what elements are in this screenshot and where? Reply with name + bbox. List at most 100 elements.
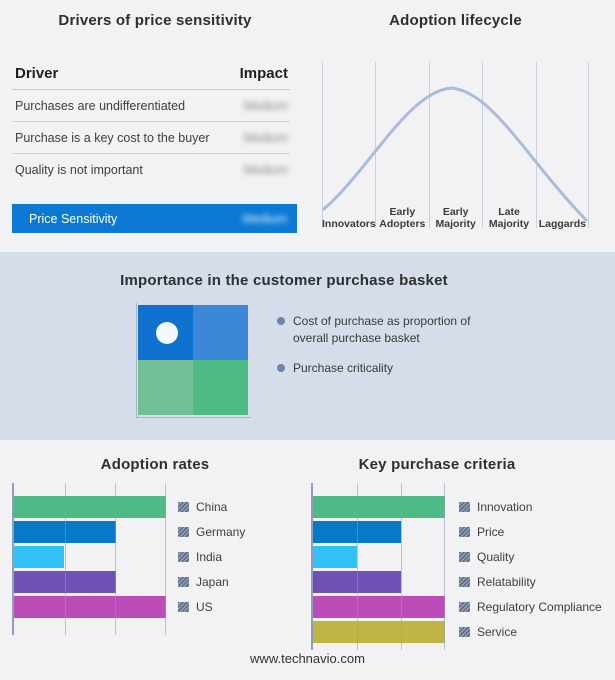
gridline <box>115 483 117 635</box>
impact-cell-blurred: Medium <box>243 163 288 177</box>
bar <box>313 596 445 618</box>
legend-label: Relatability <box>477 575 536 589</box>
hatched-swatch-icon <box>178 577 189 587</box>
hatched-swatch-icon <box>459 577 470 587</box>
drivers-table-body: Purchases are undifferentiated Medium Pu… <box>12 90 290 186</box>
stage-label: Innovators <box>322 217 376 230</box>
hatched-swatch-icon <box>459 552 470 562</box>
bullet-text: Cost of purchase as proportion of overal… <box>293 314 471 345</box>
driver-column-header: Driver <box>15 65 59 82</box>
hatched-swatch-icon <box>178 602 189 612</box>
driver-cell: Purchase is a key cost to the buyer <box>15 130 210 145</box>
quadrant-bottom-right <box>193 360 248 415</box>
adoption-rates-legend: China Germany India Japan US <box>178 496 245 621</box>
table-row: Purchase is a key cost to the buyer Medi… <box>12 122 290 154</box>
gridline <box>444 483 445 650</box>
legend-item: Price <box>459 521 602 543</box>
legend-label: Service <box>477 625 518 639</box>
lifecycle-plot <box>322 62 589 228</box>
legend-item: Japan <box>178 571 245 593</box>
basket-panel-title: Importance in the customer purchase bask… <box>120 272 448 289</box>
price-sensitivity-highlight-row: Price Sensitivity Medium <box>12 204 297 233</box>
table-row: Quality is not important Medium <box>12 154 290 186</box>
legend-label: India <box>196 550 223 564</box>
driver-cell: Quality is not important <box>15 163 143 177</box>
legend-item: China <box>178 496 245 518</box>
quadrant-axis <box>136 303 251 418</box>
adoption-rates-bars <box>14 496 166 621</box>
legend-label: Germany <box>196 525 246 539</box>
legend-label: Regulatory Compliance <box>477 600 602 614</box>
stage-label: Early Majority <box>435 205 476 230</box>
legend-item: Service <box>459 621 602 643</box>
gridline <box>64 483 66 635</box>
quadrant-top-right <box>193 305 248 360</box>
bar <box>313 496 445 518</box>
legend-item: Germany <box>178 521 245 543</box>
bar <box>313 621 445 643</box>
adoption-rates-plot <box>12 483 166 635</box>
legend-item: Innovation <box>459 496 602 518</box>
bullet-item: Cost of purchase as proportion of overal… <box>277 313 507 347</box>
hatched-swatch-icon <box>178 527 189 537</box>
legend-item: Relatability <box>459 571 602 593</box>
highlight-row-label: Price Sensitivity <box>29 211 118 226</box>
position-marker-dot <box>156 322 178 344</box>
bell-curve <box>322 86 588 222</box>
website-url: www.technavio.com <box>250 651 365 666</box>
bar <box>14 496 166 518</box>
hatched-swatch-icon <box>459 602 470 612</box>
bullet-icon <box>277 317 285 325</box>
bar <box>14 546 65 568</box>
purchase-basket-band <box>0 252 615 440</box>
hatched-swatch-icon <box>178 552 189 562</box>
lifecycle-stage-labels: Innovators Early Adopters Early Majority… <box>322 202 589 230</box>
bar <box>14 596 166 618</box>
key-purchase-criteria-title: Key purchase criteria <box>358 456 516 473</box>
key-purchase-criteria-plot <box>311 483 445 650</box>
legend-label: Japan <box>196 575 229 589</box>
legend-label: China <box>196 500 228 514</box>
adoption-rates-title: Adoption rates <box>100 456 210 473</box>
quadrant-bottom-left <box>138 360 193 415</box>
impact-cell-blurred: Medium <box>243 130 288 145</box>
hatched-swatch-icon <box>459 527 470 537</box>
table-row: Purchases are undifferentiated Medium <box>12 90 290 122</box>
gridline <box>400 483 402 650</box>
stage-label: Laggards <box>538 217 586 230</box>
stage-label: Early Adopters <box>379 205 426 230</box>
lifecycle-gridline <box>375 62 377 228</box>
lifecycle-gridline <box>428 62 430 228</box>
drivers-table-header: Driver Impact <box>12 60 290 90</box>
legend-label: Price <box>477 525 505 539</box>
stage-label: Late Majority <box>488 205 530 230</box>
impact-cell-blurred: Medium <box>243 98 288 113</box>
hatched-swatch-icon <box>178 502 189 512</box>
hatched-swatch-icon <box>459 627 470 637</box>
gridline <box>356 483 358 650</box>
driver-cell: Purchases are undifferentiated <box>15 98 186 113</box>
impact-column-header: Impact <box>239 65 288 82</box>
drivers-panel-title: Drivers of price sensitivity <box>58 12 252 29</box>
key-purchase-criteria-legend: Innovation Price Quality Relatability Re… <box>459 496 602 646</box>
legend-item: Regulatory Compliance <box>459 596 602 618</box>
legend-item: US <box>178 596 245 618</box>
bullet-item: Purchase criticality <box>277 360 507 377</box>
lifecycle-gridline <box>588 62 589 228</box>
lifecycle-gridline <box>482 62 484 228</box>
drivers-table: Driver Impact Purchases are undifferenti… <box>12 60 290 186</box>
bar <box>313 546 357 568</box>
lifecycle-panel-title: Adoption lifecycle <box>389 12 522 29</box>
legend-label: Innovation <box>477 500 533 514</box>
lifecycle-gridline <box>535 62 537 228</box>
legend-item: Quality <box>459 546 602 568</box>
legend-label: Quality <box>477 550 515 564</box>
bullet-icon <box>277 364 285 372</box>
gridline <box>165 483 166 635</box>
lifecycle-gridline <box>322 62 323 228</box>
legend-label: US <box>196 600 213 614</box>
key-purchase-criteria-bars <box>313 496 445 646</box>
legend-item: India <box>178 546 245 568</box>
highlight-impact-cell-blurred: Medium <box>242 211 287 226</box>
